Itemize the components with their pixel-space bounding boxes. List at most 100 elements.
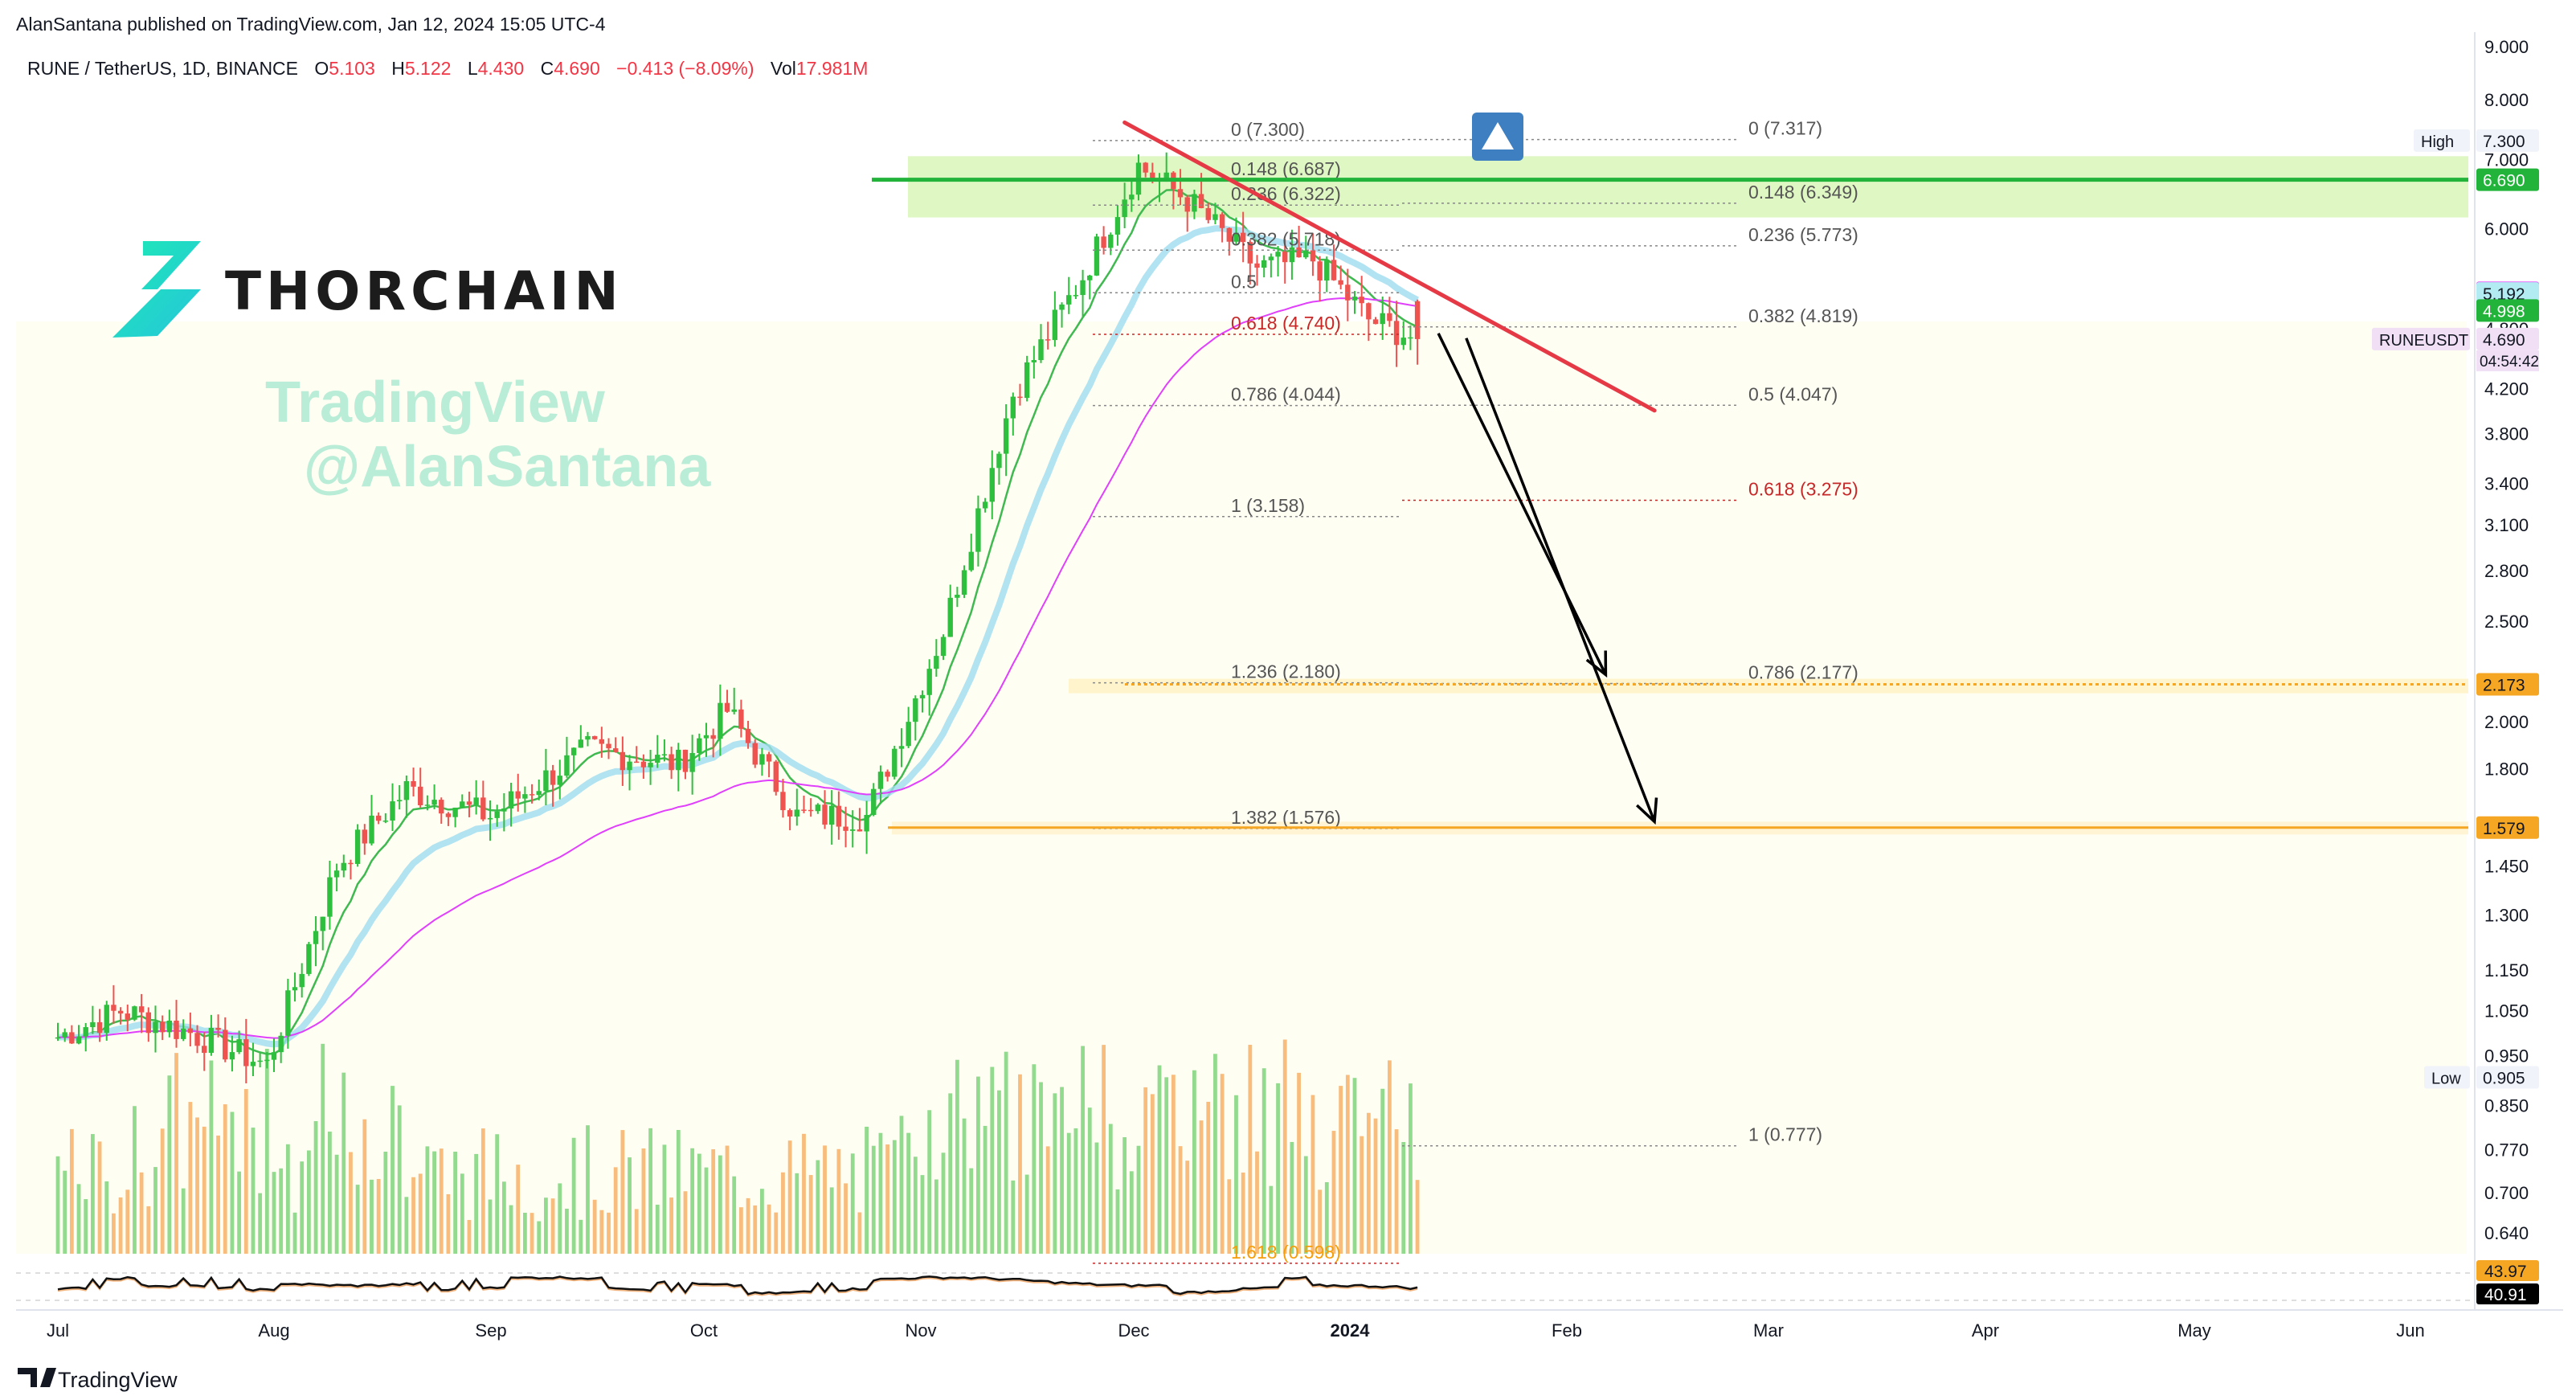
price-tag-ema_fast[interactable] [2476,299,2539,322]
candle-body [1059,304,1065,310]
price-tick-label: 3.400 [2484,474,2529,494]
footer-brand[interactable]: TradingView [18,1368,178,1392]
volume-bar [509,1205,513,1254]
volume-bar [1360,1136,1364,1254]
price-tag-support[interactable] [2476,673,2539,696]
volume-bar [1185,1161,1190,1254]
volume-bar [251,1128,256,1254]
candle-body [375,815,382,821]
price-tick-label: 2.000 [2484,712,2529,732]
price-tag-caption-bg [2424,1066,2470,1089]
price-tag-last[interactable] [2476,327,2539,350]
volume-bar [997,1090,1001,1254]
candle-body [104,1005,109,1034]
volume-bar [899,1115,904,1254]
candle-body [194,1033,200,1046]
rsi-tag[interactable] [2476,1260,2539,1281]
candle-body [697,738,702,753]
candle-body [1024,362,1030,399]
volume-bar [787,1140,792,1254]
price-tag-resistance[interactable] [2476,168,2539,191]
left-fib-label: 0.148 (6.687) [1231,158,1341,179]
volume-bar [181,1188,186,1254]
volume-bar [153,1167,157,1254]
volume-bar [1143,1087,1148,1254]
candle-body [850,829,856,831]
ema-slow-line [57,297,1418,1039]
volume-bar [446,1193,451,1254]
volume-bar [404,1197,409,1254]
volume-bar [55,1156,60,1254]
candle-body [369,815,374,844]
price-tick-label: 4.200 [2484,379,2529,399]
volume-bar [467,1219,472,1254]
volume-bar [530,1213,534,1254]
candle-body [940,637,947,657]
volume-bar [1122,1137,1127,1254]
rsi-tag[interactable] [2476,1283,2539,1304]
candle-body [570,747,577,755]
legend-close: 4.690 [554,58,600,79]
ohlc-legend[interactable]: RUNE / TetherUS, 1D, BINANCE O5.103 H5.1… [27,58,868,79]
volume-bar [453,1152,458,1254]
candle-body [1393,321,1400,346]
candle-body [801,809,807,811]
price-tag-support[interactable] [2476,816,2539,839]
volume-bar [628,1157,632,1254]
right-fib-label: 0.382 (4.819) [1748,305,1858,326]
volume-bar [1157,1065,1162,1254]
published-info: AlanSantana published on TradingView.com… [16,14,606,35]
candle-body [1324,260,1330,281]
volume-bar [118,1197,123,1254]
volume-bar [704,1167,709,1254]
price-tag-caption: High [2421,133,2454,151]
candle-body [682,749,689,772]
watermark-line1: TradingView [265,370,606,435]
volume-bar [1297,1072,1301,1254]
volume-bar [976,1076,980,1254]
candle-body [390,801,395,821]
candle-body [661,754,668,755]
candle-body [822,804,828,825]
candle-body [689,752,695,772]
price-tick-label: 2.800 [2484,561,2529,581]
price-tick-label: 0.850 [2484,1096,2529,1116]
projection-arrow-1[interactable] [1437,333,1607,676]
candle-body [55,1037,61,1039]
price-tag-value: 5.192 [2483,285,2525,304]
candle-body [285,990,291,1036]
price-tag-marker[interactable] [2476,129,2539,152]
candle-body [96,1021,103,1034]
candle-body [452,807,458,817]
price-tag-ema_mid[interactable] [2476,282,2539,305]
candle-body [557,776,562,785]
candle-body [1205,207,1211,220]
candle-body [627,761,632,771]
price-tag-caption-bg [2372,327,2470,350]
candle-body [529,794,535,796]
candle-body [292,987,298,991]
volume-bar [285,1144,290,1254]
candle-body [857,829,863,832]
volume-bar [1102,1045,1106,1254]
volume-bar [1129,1171,1134,1254]
candle-body [1073,295,1079,297]
candle-body [1031,360,1037,362]
time-axis[interactable]: Jul Aug Sep Oct Nov Dec 2024 Feb Mar Apr May Jun [16,1309,2563,1341]
price-tag-marker[interactable] [2476,1066,2539,1089]
candle-body [271,1052,277,1060]
volume-bar [1303,1156,1308,1254]
candle-body [431,800,437,805]
volume-bar [432,1151,436,1254]
volume-bar [97,1141,102,1254]
volume-bar [1066,1132,1071,1254]
candle-body [1198,194,1204,208]
volume-bar [850,1153,855,1254]
alert-up-marker[interactable] [1472,113,1523,161]
candle-body [1177,189,1184,198]
volume-bar [1213,1054,1217,1254]
candle-body [766,754,772,762]
descending-trendline[interactable] [1122,120,1657,413]
candle-body [669,754,674,771]
projection-arrow-2[interactable] [1465,338,1656,823]
